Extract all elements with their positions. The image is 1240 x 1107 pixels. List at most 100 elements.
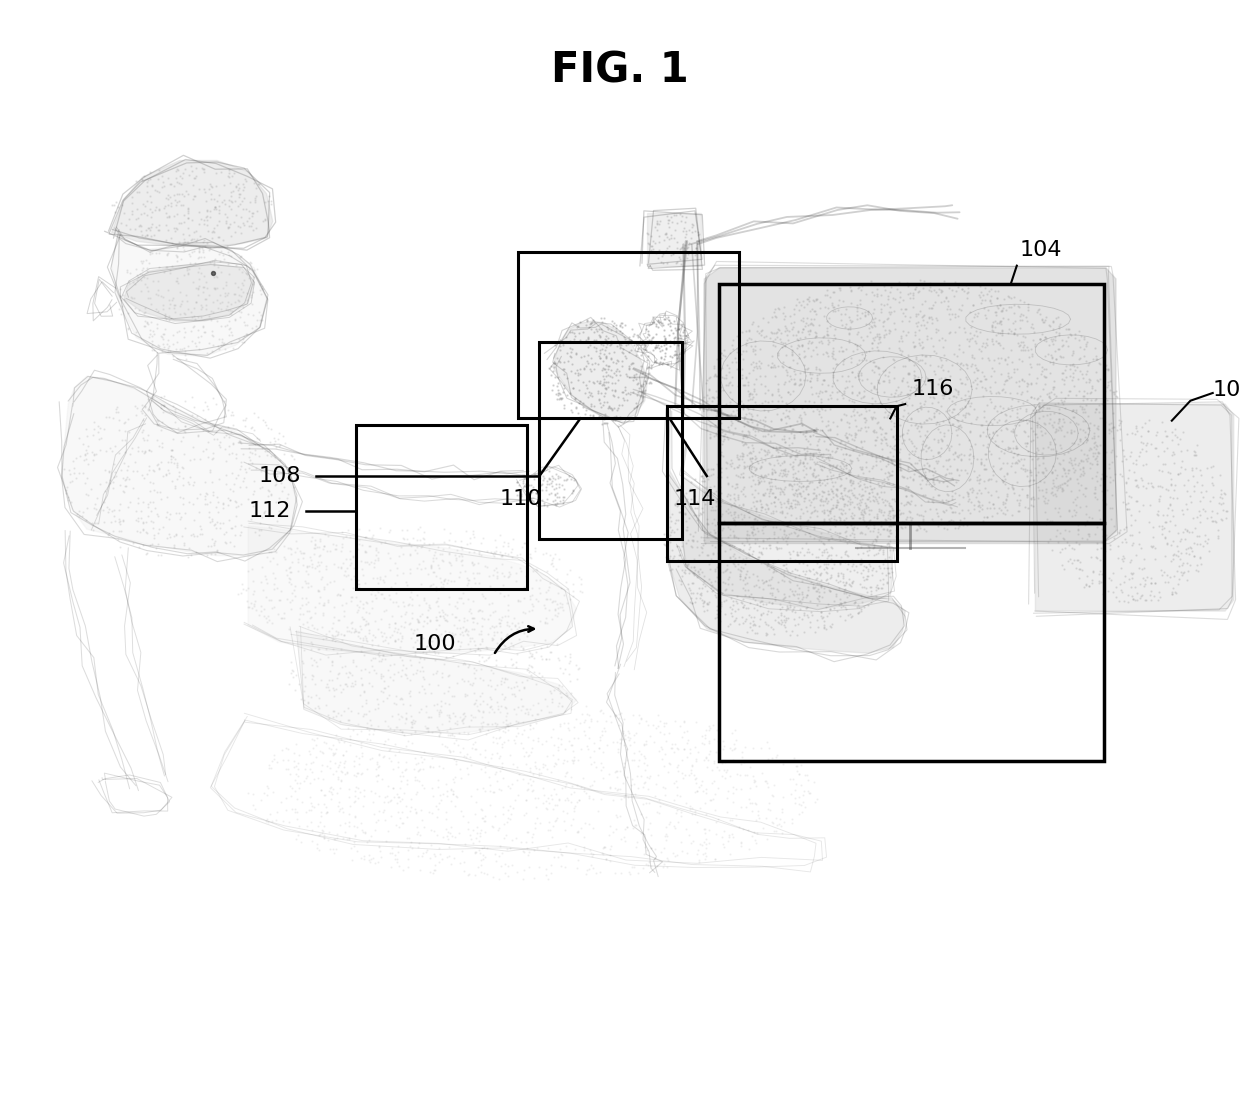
Point: [670, 329, 689, 346]
Point: [440, 708, 460, 726]
Point: [435, 611, 455, 629]
Point: [184, 474, 203, 492]
Point: [725, 721, 745, 738]
Point: [932, 457, 952, 475]
Point: [740, 451, 760, 468]
Point: [862, 340, 882, 358]
Point: [746, 530, 766, 548]
Point: [60, 474, 79, 492]
Point: [847, 307, 867, 324]
Point: [660, 547, 680, 565]
Point: [801, 313, 821, 331]
Point: [792, 583, 812, 601]
Point: [206, 250, 226, 268]
Point: [1049, 401, 1069, 418]
Point: [1147, 506, 1167, 524]
Point: [882, 421, 901, 438]
Point: [811, 557, 831, 575]
Point: [799, 579, 818, 597]
Point: [680, 593, 699, 611]
Point: [714, 762, 734, 779]
Point: [394, 726, 414, 744]
Point: [219, 218, 239, 236]
Point: [1092, 410, 1112, 427]
Point: [810, 592, 830, 610]
Point: [325, 540, 345, 558]
Point: [653, 327, 673, 344]
Point: [355, 684, 374, 702]
Point: [521, 621, 541, 639]
Point: [836, 406, 856, 424]
Point: [608, 361, 627, 379]
Point: [470, 641, 490, 659]
Point: [126, 511, 146, 529]
Point: [526, 814, 546, 831]
Point: [360, 851, 379, 869]
Point: [342, 653, 362, 671]
Point: [758, 313, 777, 331]
Point: [880, 524, 900, 541]
Point: [388, 844, 408, 861]
Point: [750, 611, 770, 629]
Point: [435, 622, 455, 640]
Point: [842, 504, 862, 521]
Point: [1162, 423, 1182, 441]
Point: [765, 488, 785, 506]
Point: [179, 199, 198, 217]
Point: [800, 302, 820, 320]
Point: [479, 649, 498, 666]
Point: [737, 428, 756, 446]
Point: [973, 461, 993, 478]
Point: [844, 531, 864, 549]
Point: [722, 368, 742, 385]
Point: [818, 391, 838, 408]
Point: [539, 643, 559, 661]
Point: [589, 333, 609, 351]
Point: [908, 382, 928, 400]
Point: [366, 551, 386, 569]
Point: [322, 744, 342, 762]
Point: [492, 722, 512, 739]
Point: [453, 551, 472, 569]
Point: [272, 483, 291, 500]
Point: [1173, 505, 1193, 523]
Point: [1074, 346, 1094, 364]
Point: [337, 763, 357, 780]
Point: [776, 406, 796, 424]
Point: [895, 518, 915, 536]
Point: [1039, 335, 1059, 353]
Point: [425, 860, 445, 878]
Point: [475, 557, 495, 575]
Point: [608, 808, 627, 826]
Point: [661, 524, 681, 541]
Point: [807, 371, 827, 389]
Point: [771, 501, 791, 519]
Point: [822, 539, 842, 557]
Point: [218, 168, 238, 186]
Point: [780, 513, 800, 530]
Point: [1053, 417, 1073, 435]
Point: [656, 537, 676, 555]
Point: [1060, 382, 1080, 400]
Point: [118, 320, 138, 338]
Point: [883, 509, 903, 527]
Point: [820, 600, 839, 618]
Point: [1064, 501, 1084, 519]
Point: [990, 313, 1009, 331]
Point: [453, 540, 472, 558]
Point: [811, 565, 831, 582]
Point: [407, 610, 427, 628]
Point: [445, 608, 465, 625]
Point: [839, 391, 859, 408]
Point: [711, 536, 730, 554]
Point: [353, 610, 373, 628]
Point: [624, 726, 644, 744]
Point: [915, 346, 935, 364]
Point: [1004, 324, 1024, 342]
Point: [221, 301, 241, 319]
Point: [634, 845, 653, 862]
Point: [1193, 500, 1213, 518]
Point: [825, 327, 844, 344]
Point: [928, 402, 947, 420]
Point: [851, 421, 870, 438]
